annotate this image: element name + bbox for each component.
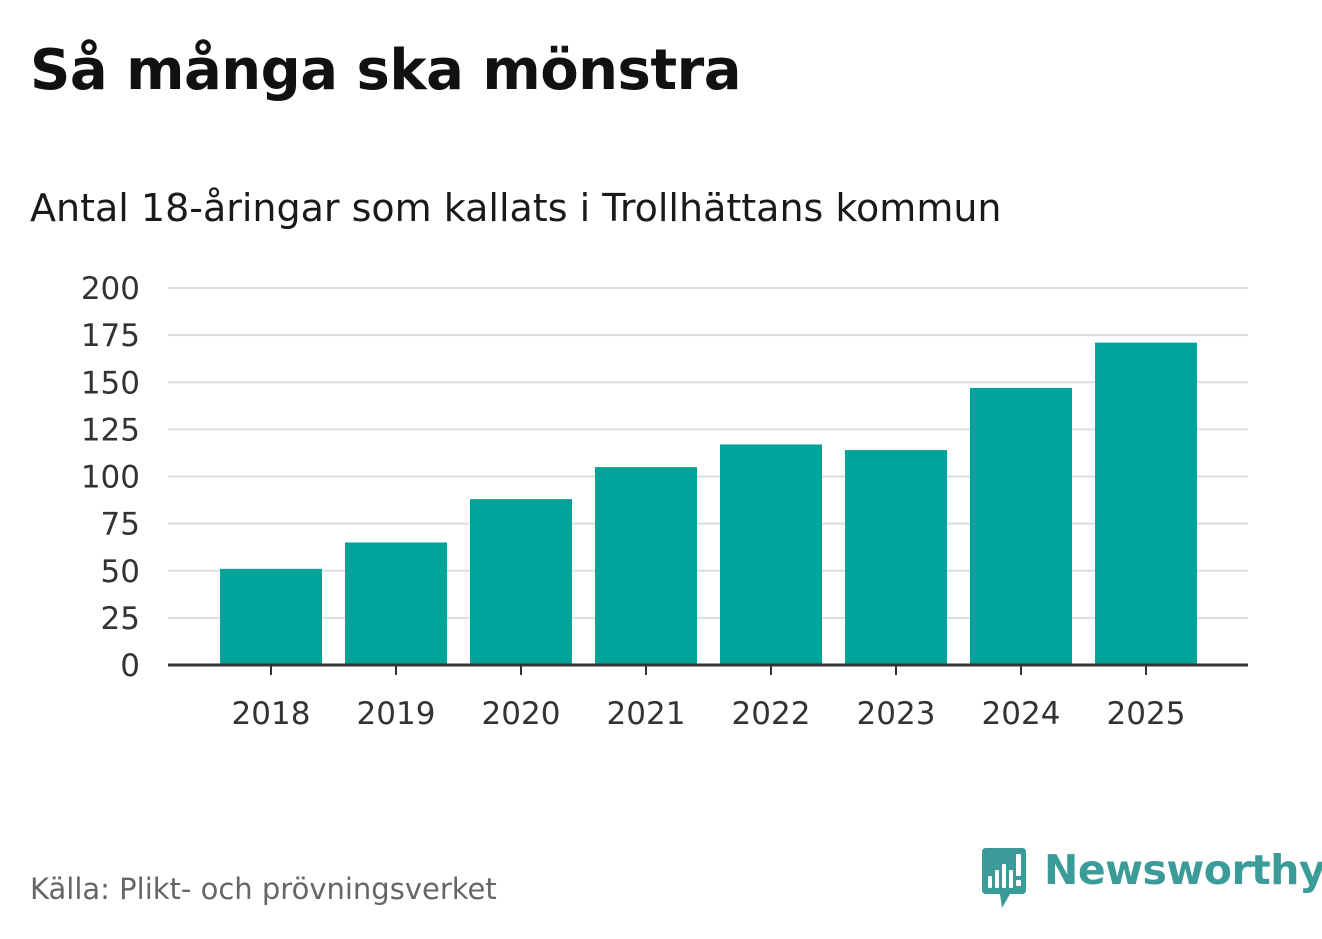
x-tick-label: 2023 xyxy=(857,696,936,732)
y-tick-label: 50 xyxy=(101,554,140,590)
bars xyxy=(220,342,1197,665)
x-tick-label: 2025 xyxy=(1107,696,1186,732)
bar-2021 xyxy=(595,467,697,665)
x-tick-label: 2021 xyxy=(607,696,686,732)
y-tick-label: 75 xyxy=(101,507,140,543)
x-tick-label: 2019 xyxy=(357,696,436,732)
y-tick-label: 200 xyxy=(81,271,140,307)
y-tick-label: 0 xyxy=(120,648,140,684)
x-axis-ticks: 2018 2019 2020 2021 2022 2023 2024 2025 xyxy=(232,665,1186,732)
bar-2024 xyxy=(970,387,1072,665)
y-tick-label: 150 xyxy=(81,365,140,401)
y-axis-ticks: 0 25 50 75 100 125 150 175 200 xyxy=(81,271,140,684)
bar-2022 xyxy=(720,444,822,665)
y-tick-label: 100 xyxy=(81,460,140,496)
bar-2025 xyxy=(1095,342,1197,665)
brand-logo: Newsworthy xyxy=(980,846,1322,912)
chart-title: Så många ska mönstra xyxy=(30,38,742,103)
x-tick-label: 2020 xyxy=(482,696,561,732)
bar-2023 xyxy=(845,450,947,665)
bar-2020 xyxy=(470,499,572,665)
x-tick-label: 2018 xyxy=(232,696,311,732)
source-note: Källa: Plikt- och prövningsverket xyxy=(30,872,497,906)
brand-name: Newsworthy xyxy=(1044,846,1322,894)
y-tick-label: 175 xyxy=(81,318,140,354)
y-tick-label: 25 xyxy=(101,601,140,637)
gridlines xyxy=(168,287,1248,619)
chart-subtitle: Antal 18-åringar som kallats i Trollhätt… xyxy=(30,186,1002,230)
newsworthy-logo-icon xyxy=(982,848,1026,908)
x-tick-label: 2022 xyxy=(732,696,811,732)
bar-2019 xyxy=(345,542,447,665)
y-tick-label: 125 xyxy=(81,412,140,448)
bar-2018 xyxy=(220,568,322,665)
x-tick-label: 2024 xyxy=(982,696,1061,732)
